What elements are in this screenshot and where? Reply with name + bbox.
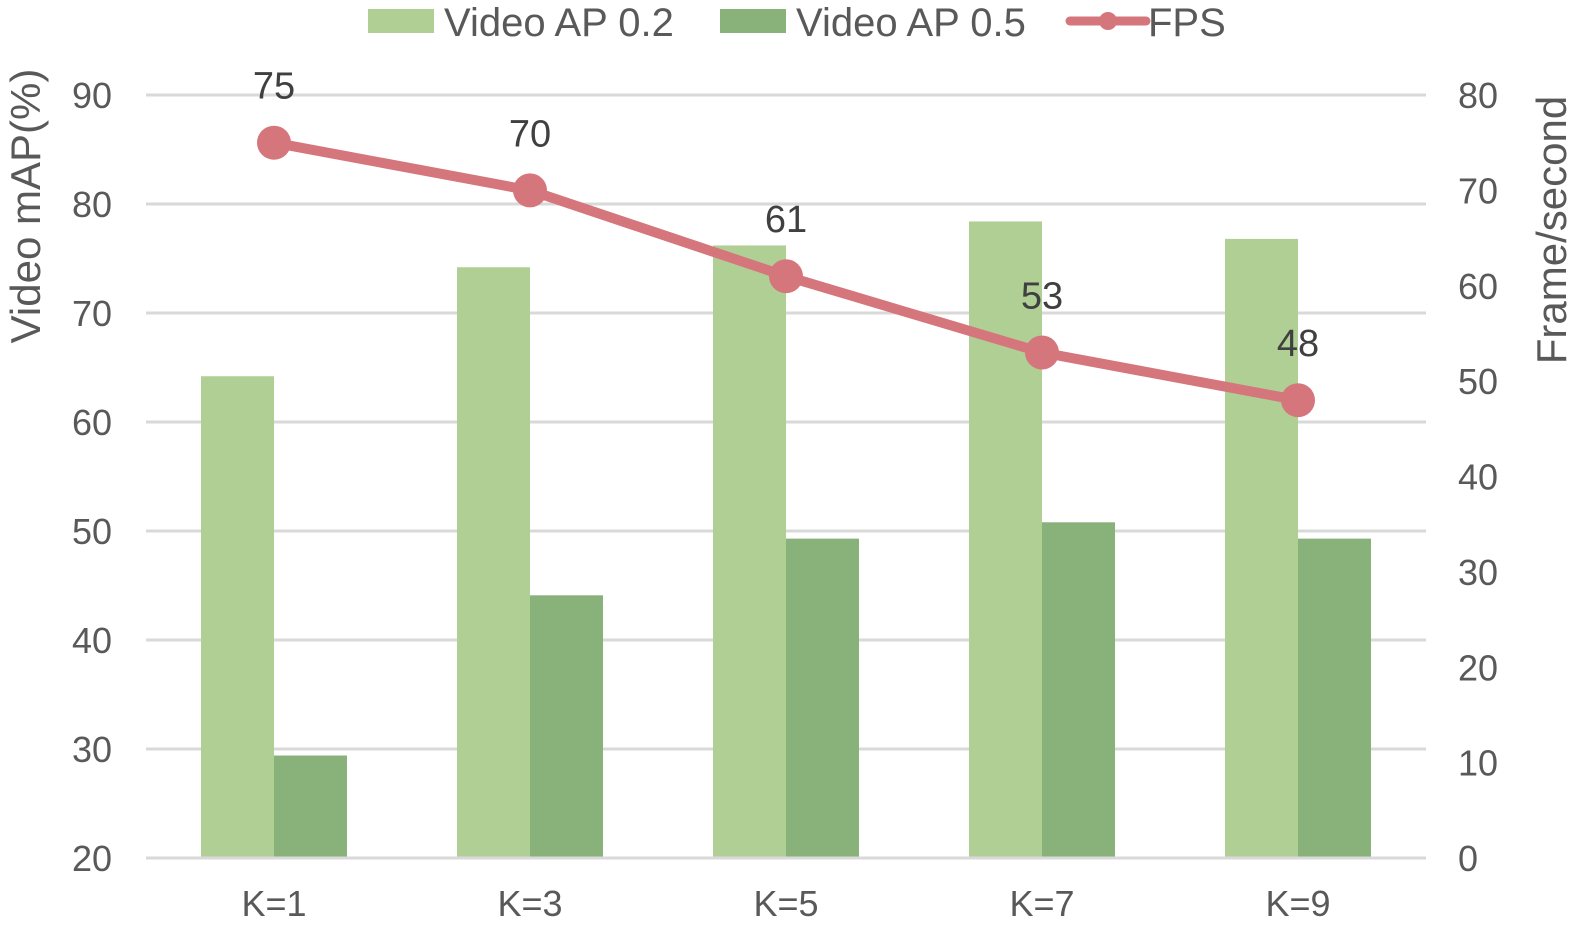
legend-marker-series-2: [1099, 12, 1117, 30]
legend-label-series-1: Video AP 0.5: [796, 1, 1026, 45]
y2-tick-label: 70: [1458, 170, 1498, 211]
bar-series-1: [1298, 538, 1371, 858]
legend: Video AP 0.2 Video AP 0.5 FPS: [368, 1, 1226, 45]
y-tick-label: 20: [72, 838, 112, 879]
y2-tick-label: 10: [1458, 743, 1498, 784]
y2-tick-label: 20: [1458, 647, 1498, 688]
bar-series-1: [274, 755, 347, 858]
x-tick-label: K=7: [1009, 883, 1074, 924]
y2-tick-label: 0: [1458, 838, 1478, 879]
y2-tick-label: 60: [1458, 266, 1498, 307]
y-tick-label: 90: [72, 75, 112, 116]
bar-series-0: [1225, 238, 1298, 858]
legend-label-series-0: Video AP 0.2: [444, 1, 674, 45]
legend-swatch-series-0: [368, 9, 434, 33]
x-tick-label: K=1: [241, 883, 306, 924]
fps-marker: [1025, 335, 1059, 370]
y-tick-label: 60: [72, 402, 112, 443]
fps-line: [257, 125, 1315, 418]
bar-series-0: [457, 267, 530, 859]
y2-tick-label: 80: [1458, 75, 1498, 116]
fps-data-label: 48: [1277, 323, 1319, 365]
y2-tick-label: 40: [1458, 457, 1498, 498]
bar-series-0: [969, 221, 1042, 858]
bar-series-1: [530, 595, 603, 858]
legend-label-series-2: FPS: [1148, 1, 1226, 45]
fps-data-label: 75: [253, 66, 295, 108]
axes: 20 30 40 50 60 70 80 90 0 10 20 30 40 50 60 70 80 K=1 K=3 K…: [72, 75, 1498, 924]
fps-data-label: 70: [509, 113, 551, 155]
data-labels: 75 70 61 53 48: [253, 66, 1319, 366]
legend-swatch-series-1: [720, 9, 786, 33]
y2-tick-label: 50: [1458, 361, 1498, 402]
bars: [201, 221, 1371, 859]
fps-marker: [513, 173, 547, 208]
y2-axis-title: Frame/second: [1528, 96, 1573, 364]
bar-series-0: [713, 245, 786, 859]
y-axis-title: Video mAP(%): [2, 69, 49, 344]
fps-marker: [769, 259, 803, 294]
y-tick-label: 40: [72, 620, 112, 661]
bar-series-1: [1042, 522, 1115, 858]
bar-series-1: [786, 538, 859, 858]
fps-data-label: 53: [1021, 276, 1063, 318]
y-tick-label: 80: [72, 184, 112, 225]
x-tick-label: K=3: [497, 883, 562, 924]
fps-marker: [257, 125, 291, 160]
y-tick-label: 70: [72, 293, 112, 334]
y2-tick-label: 30: [1458, 552, 1498, 593]
x-tick-label: K=9: [1265, 883, 1330, 924]
fps-data-label: 61: [765, 199, 807, 241]
y-tick-label: 30: [72, 729, 112, 770]
y-tick-label: 50: [72, 511, 112, 552]
x-tick-label: K=5: [753, 883, 818, 924]
bar-series-0: [201, 376, 274, 858]
fps-marker: [1281, 383, 1315, 418]
